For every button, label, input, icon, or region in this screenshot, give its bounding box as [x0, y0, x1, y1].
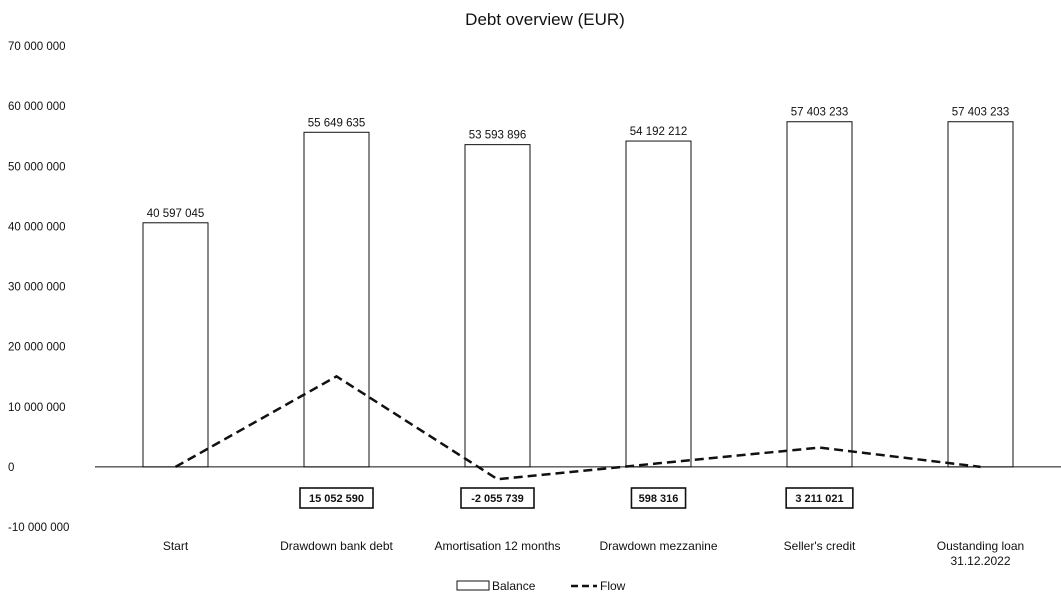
balance-value-label: 57 403 233 — [952, 107, 1010, 119]
category-label: 31.12.2022 — [950, 554, 1010, 568]
flow-value-box — [460, 487, 535, 509]
flow-line — [174, 374, 981, 481]
legend: Balance Flow — [456, 579, 626, 593]
balance-bars — [142, 121, 1014, 468]
category-label: Start — [163, 539, 189, 553]
flow-value-box — [630, 487, 687, 509]
legend-balance-label: Balance — [492, 579, 536, 593]
balance-bar — [464, 144, 531, 468]
balance-bar — [786, 121, 853, 468]
flow-line-group — [174, 374, 981, 481]
flow-value-label: 15 052 590 — [309, 493, 364, 505]
y-tick-label: 70 000 000 — [8, 41, 66, 53]
flow-value-box — [299, 487, 374, 509]
y-tick-label: -10 000 000 — [8, 522, 69, 534]
balance-value-label: 53 593 896 — [469, 130, 527, 142]
category-label: Amortisation 12 months — [434, 539, 560, 553]
chart-title: Debt overview (EUR) — [465, 10, 625, 29]
flow-value-label: -2 055 739 — [471, 493, 524, 505]
balance-value-label: 54 192 212 — [630, 126, 688, 138]
flow-value-label: 598 316 — [639, 493, 679, 505]
y-tick-label: 50 000 000 — [8, 161, 66, 173]
y-tick-label: 0 — [8, 462, 14, 474]
category-label: Drawdown bank debt — [280, 539, 393, 553]
y-tick-label: 20 000 000 — [8, 342, 66, 354]
legend-balance-swatch — [456, 580, 490, 591]
y-tick-label: 30 000 000 — [8, 282, 66, 294]
y-tick-label: 40 000 000 — [8, 221, 66, 233]
category-label: Drawdown mezzanine — [599, 539, 717, 553]
y-axis-ticks: -10 000 000 0 10 000 000 20 000 000 30 000 0… — [8, 41, 69, 534]
balance-bar — [625, 140, 692, 468]
flow-value-box — [785, 487, 854, 509]
y-tick-label: 60 000 000 — [8, 101, 66, 113]
category-label: Oustanding loan — [937, 539, 1024, 553]
balance-bar — [947, 121, 1014, 468]
flow-value-labels: 15 052 590 -2 055 739 598 316 3 211 021 — [299, 487, 854, 509]
balance-value-label: 57 403 233 — [791, 107, 849, 119]
balance-bar — [142, 222, 209, 468]
balance-value-label: 55 649 635 — [308, 117, 366, 129]
y-tick-label: 10 000 000 — [8, 402, 66, 414]
flow-value-label: 3 211 021 — [795, 493, 843, 505]
category-labels: Start Drawdown bank debt Amortisation 12 m… — [163, 539, 1024, 568]
balance-bar — [303, 131, 370, 468]
legend-flow-label: Flow — [600, 579, 626, 593]
balance-value-labels: 40 597 045 55 649 635 53 593 896 54 192 212… — [147, 107, 1010, 220]
category-label: Seller's credit — [784, 539, 856, 553]
balance-value-label: 40 597 045 — [147, 208, 205, 220]
